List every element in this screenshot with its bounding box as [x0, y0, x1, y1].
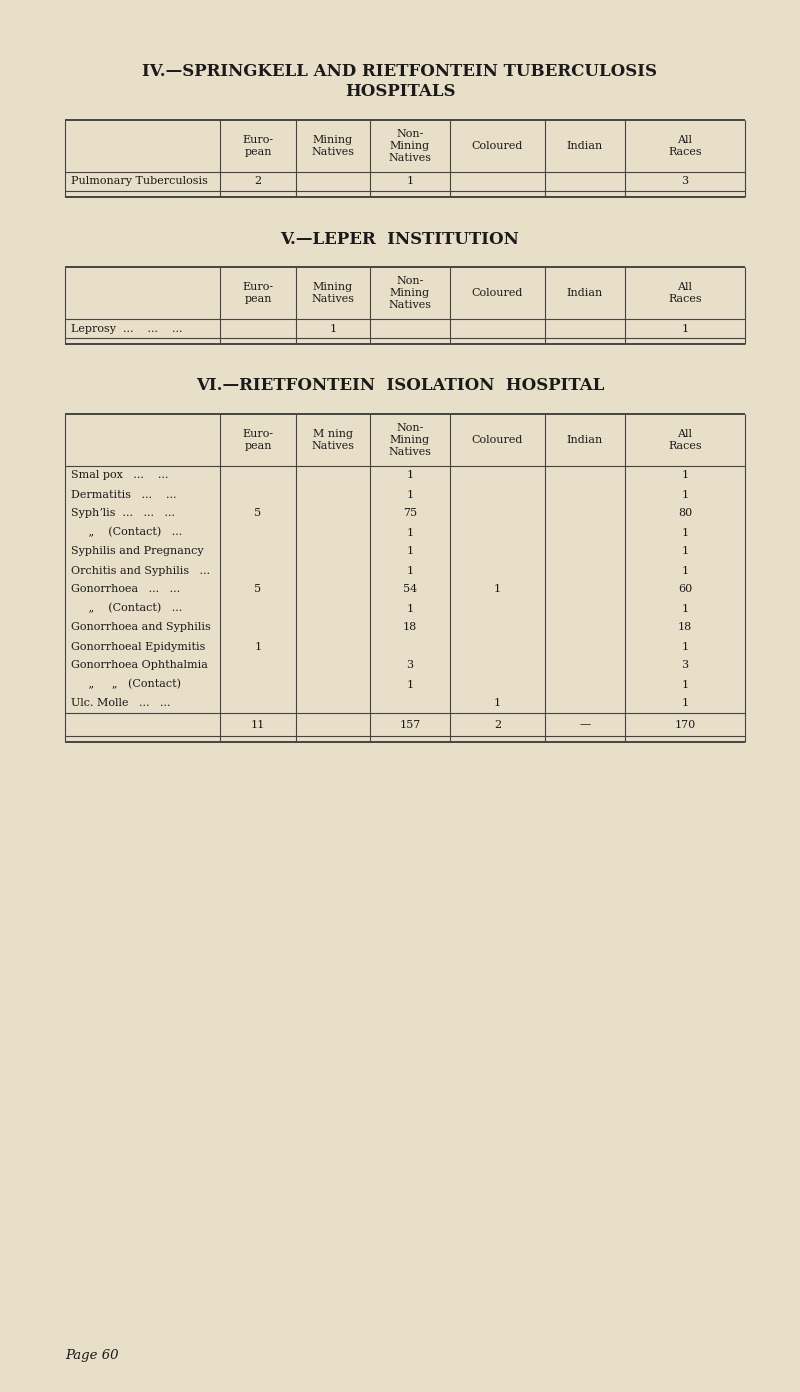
- Text: Natives: Natives: [311, 294, 354, 303]
- Text: 1: 1: [406, 565, 414, 575]
- Text: All: All: [678, 429, 693, 438]
- Text: Gonorrhoea   ...   ...: Gonorrhoea ... ...: [71, 585, 180, 594]
- Text: 157: 157: [399, 720, 421, 729]
- Text: 2: 2: [254, 177, 262, 187]
- Text: Euro-: Euro-: [242, 429, 274, 438]
- Text: Indian: Indian: [567, 288, 603, 298]
- Text: 1: 1: [406, 470, 414, 480]
- Text: Euro-: Euro-: [242, 283, 274, 292]
- Text: 1: 1: [682, 528, 689, 537]
- Text: 1: 1: [494, 585, 501, 594]
- Text: All: All: [678, 135, 693, 145]
- Text: Natives: Natives: [389, 153, 431, 163]
- Text: 1: 1: [682, 565, 689, 575]
- Text: VI.—RIETFONTEIN  ISOLATION  HOSPITAL: VI.—RIETFONTEIN ISOLATION HOSPITAL: [196, 377, 604, 394]
- Text: M ning: M ning: [313, 429, 353, 438]
- Text: 1: 1: [406, 547, 414, 557]
- Text: Mining: Mining: [313, 283, 353, 292]
- Text: pean: pean: [244, 148, 272, 157]
- Text: 1: 1: [406, 528, 414, 537]
- Text: Coloured: Coloured: [472, 434, 523, 445]
- Text: 1: 1: [682, 699, 689, 709]
- Text: Mining: Mining: [313, 135, 353, 145]
- Text: 75: 75: [403, 508, 417, 518]
- Text: Races: Races: [668, 441, 702, 451]
- Text: 3: 3: [406, 660, 414, 671]
- Text: Mining: Mining: [390, 141, 430, 150]
- Text: „    (Contact)   ...: „ (Contact) ...: [71, 603, 182, 614]
- Text: 60: 60: [678, 585, 692, 594]
- Text: Gonorrhoeal Epidymitis: Gonorrhoeal Epidymitis: [71, 642, 206, 651]
- Text: 1: 1: [682, 490, 689, 500]
- Text: 11: 11: [251, 720, 265, 729]
- Text: 5: 5: [254, 585, 262, 594]
- Text: 3: 3: [682, 660, 689, 671]
- Text: 1: 1: [682, 604, 689, 614]
- Text: Natives: Natives: [389, 447, 431, 457]
- Text: Natives: Natives: [311, 148, 354, 157]
- Text: Syphilis and Pregnancy: Syphilis and Pregnancy: [71, 547, 204, 557]
- Text: Page 60: Page 60: [65, 1349, 118, 1361]
- Text: 1: 1: [682, 547, 689, 557]
- Text: 1: 1: [682, 679, 689, 689]
- Text: 1: 1: [682, 470, 689, 480]
- Text: 1: 1: [406, 679, 414, 689]
- Text: Leprosy  ...    ...    ...: Leprosy ... ... ...: [71, 323, 182, 334]
- Text: Coloured: Coloured: [472, 288, 523, 298]
- Text: Pulmonary Tuberculosis: Pulmonary Tuberculosis: [71, 177, 208, 187]
- Text: 18: 18: [678, 622, 692, 632]
- Text: 1: 1: [254, 642, 262, 651]
- Text: Coloured: Coloured: [472, 141, 523, 150]
- Text: —: —: [579, 720, 590, 729]
- Text: Non-: Non-: [396, 276, 424, 285]
- Text: Gonorrhoea and Syphilis: Gonorrhoea and Syphilis: [71, 622, 210, 632]
- Text: 1: 1: [682, 323, 689, 334]
- Text: 5: 5: [254, 508, 262, 518]
- Text: Non-: Non-: [396, 423, 424, 433]
- Text: Non-: Non-: [396, 129, 424, 139]
- Text: V.—LEPER  INSTITUTION: V.—LEPER INSTITUTION: [281, 231, 519, 248]
- Text: 1: 1: [494, 699, 501, 709]
- Text: pean: pean: [244, 441, 272, 451]
- Text: Ulc. Molle   ...   ...: Ulc. Molle ... ...: [71, 699, 170, 709]
- Text: Races: Races: [668, 148, 702, 157]
- Text: Mining: Mining: [390, 288, 430, 298]
- Text: Orchitis and Syphilis   ...: Orchitis and Syphilis ...: [71, 565, 210, 575]
- Text: Indian: Indian: [567, 434, 603, 445]
- Text: 1: 1: [406, 177, 414, 187]
- Text: 1: 1: [682, 642, 689, 651]
- Text: Euro-: Euro-: [242, 135, 274, 145]
- Text: 3: 3: [682, 177, 689, 187]
- Text: 1: 1: [330, 323, 337, 334]
- Text: IV.—SPRINGKELL AND RIETFONTEIN TUBERCULOSIS: IV.—SPRINGKELL AND RIETFONTEIN TUBERCULO…: [142, 64, 658, 81]
- Text: All: All: [678, 283, 693, 292]
- Text: pean: pean: [244, 294, 272, 303]
- Text: Mining: Mining: [390, 434, 430, 445]
- Text: 80: 80: [678, 508, 692, 518]
- Text: Smal pox   ...    ...: Smal pox ... ...: [71, 470, 168, 480]
- Text: Natives: Natives: [389, 301, 431, 310]
- Text: Syphʼlis  ...   ...   ...: Syphʼlis ... ... ...: [71, 508, 175, 518]
- Text: Races: Races: [668, 294, 702, 303]
- Text: „    (Contact)   ...: „ (Contact) ...: [71, 528, 182, 537]
- Text: Dermatitis   ...    ...: Dermatitis ... ...: [71, 490, 177, 500]
- Text: 54: 54: [403, 585, 417, 594]
- Text: 18: 18: [403, 622, 417, 632]
- Text: Natives: Natives: [311, 441, 354, 451]
- Text: 170: 170: [674, 720, 696, 729]
- Text: „     „   (Contact): „ „ (Contact): [71, 679, 181, 689]
- Text: Gonorrhoea Ophthalmia: Gonorrhoea Ophthalmia: [71, 660, 208, 671]
- Text: 1: 1: [406, 604, 414, 614]
- Text: HOSPITALS: HOSPITALS: [345, 84, 455, 100]
- Text: 1: 1: [406, 490, 414, 500]
- Text: Indian: Indian: [567, 141, 603, 150]
- Text: 2: 2: [494, 720, 501, 729]
